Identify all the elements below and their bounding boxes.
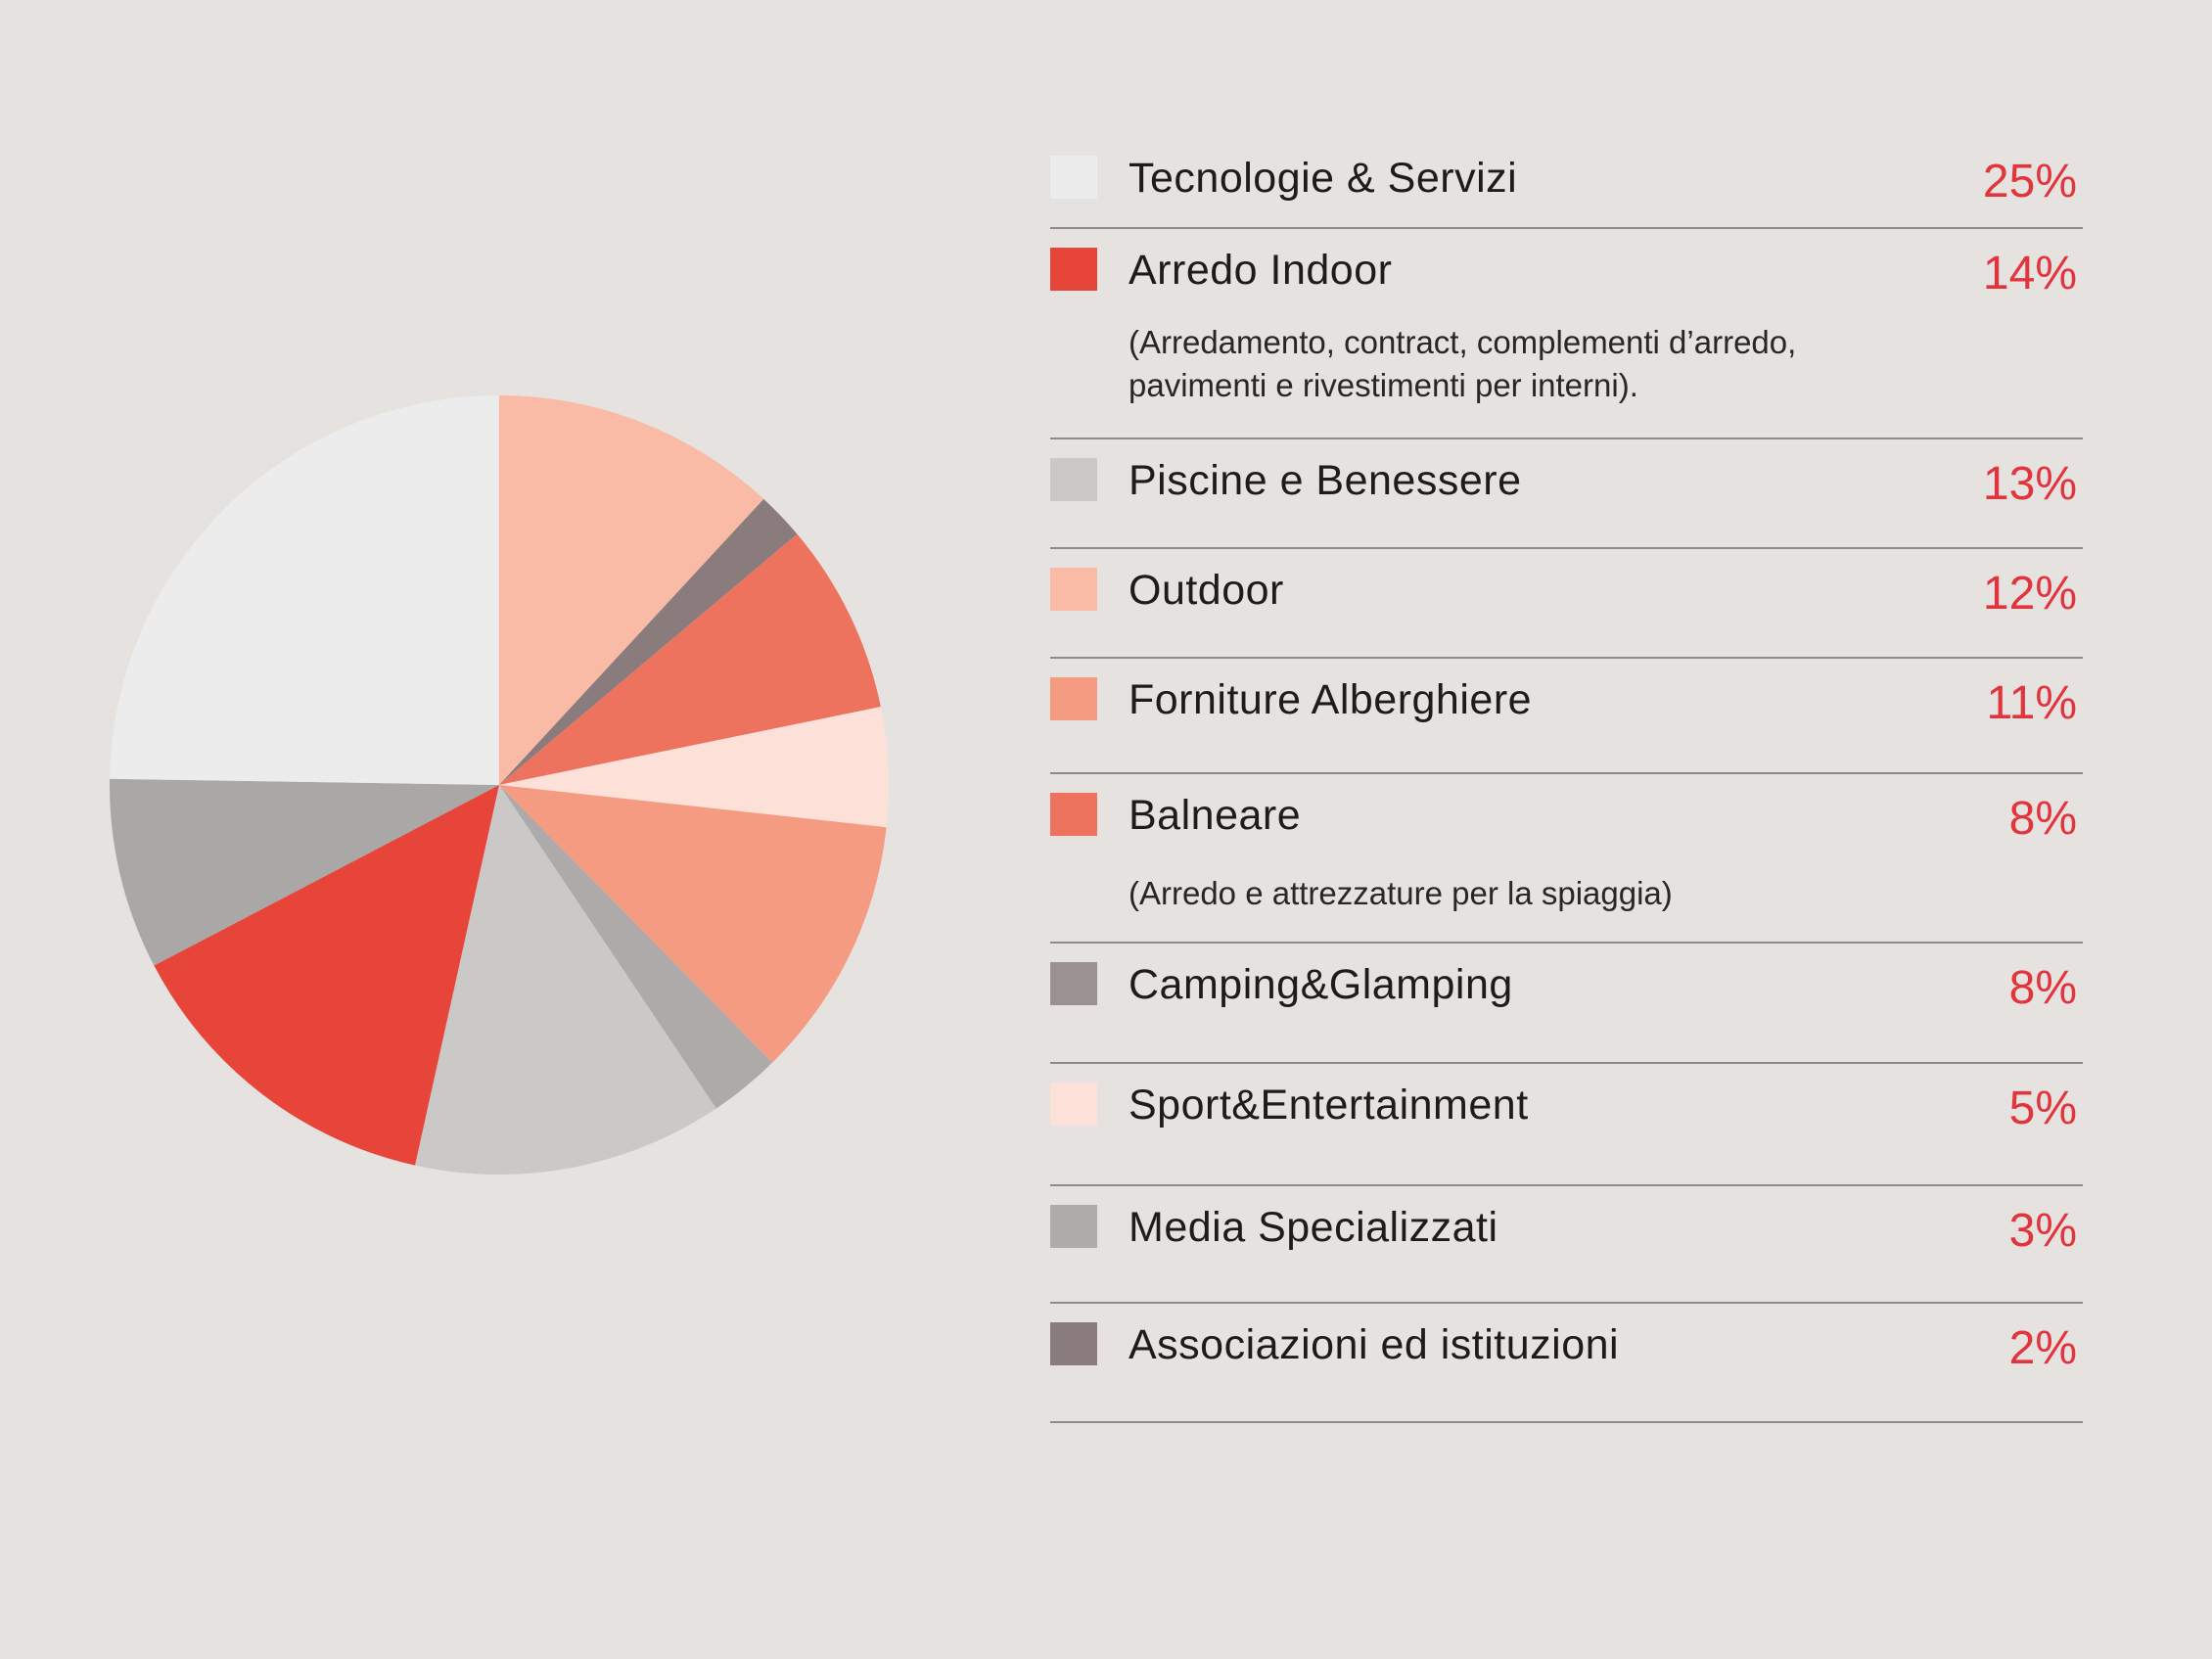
- legend: Tecnologie & Servizi 25% Arredo Indoor 14% (…: [1050, 137, 2083, 1423]
- pie-slice-media-specializzati: [499, 785, 773, 1109]
- legend-percent: 11%: [1986, 677, 2077, 729]
- pie-slice-associazioni-ed-istituzioni: [499, 498, 798, 785]
- pie-slice-camping-glamping: [110, 778, 499, 966]
- legend-note: (Arredamento, contract, complementi d’ar…: [1129, 324, 1797, 403]
- legend-percent: 3%: [2008, 1205, 2077, 1257]
- legend-label: Arredo Indoor: [1129, 247, 1393, 294]
- legend-swatch: [1050, 248, 1097, 291]
- legend-percent: 8%: [2008, 793, 2077, 845]
- pie-slice-outdoor: [499, 395, 764, 785]
- pie-slice-arredo-indoor: [154, 785, 499, 1166]
- legend-percent: 13%: [1982, 458, 2077, 510]
- pie-chart-svg: [110, 395, 889, 1175]
- legend-row-balneare: Balneare 8% (Arredo e attrezzature per la …: [1050, 774, 2083, 944]
- legend-row-associazioni-ed-istituzioni: Associazioni ed istituzioni 2%: [1050, 1304, 2083, 1423]
- pie-chart: [0, 0, 979, 1659]
- legend-percent: 5%: [2008, 1083, 2077, 1134]
- legend-swatch: [1050, 1322, 1097, 1365]
- legend-row-tecnologie-servizi: Tecnologie & Servizi 25%: [1050, 137, 2083, 229]
- legend-note: (Arredo e attrezzature per la spiaggia): [1129, 875, 1673, 911]
- pie-slice-piscine-e-benessere: [415, 785, 716, 1175]
- legend-swatch: [1050, 962, 1097, 1005]
- legend-percent: 8%: [2008, 962, 2077, 1014]
- legend-swatch: [1050, 793, 1097, 836]
- pie-slice-balneare: [499, 533, 881, 785]
- pie-slice-forniture-alberghiere: [499, 785, 887, 1063]
- legend-label: Tecnologie & Servizi: [1129, 155, 1518, 202]
- legend-swatch: [1050, 1205, 1097, 1248]
- legend-label: Piscine e Benessere: [1129, 457, 1522, 504]
- legend-label: Balneare: [1129, 792, 1302, 839]
- legend-label: Associazioni ed istituzioni: [1129, 1321, 1620, 1368]
- legend-swatch: [1050, 156, 1097, 199]
- legend-label: Sport&Entertainment: [1129, 1082, 1529, 1129]
- legend-row-piscine-e-benessere: Piscine e Benessere 13%: [1050, 439, 2083, 549]
- legend-percent: 2%: [2008, 1322, 2077, 1374]
- legend-row-media-specializzati: Media Specializzati 3%: [1050, 1186, 2083, 1304]
- legend-row-arredo-indoor: Arredo Indoor 14% (Arredamento, contract, …: [1050, 229, 2083, 439]
- legend-swatch: [1050, 1083, 1097, 1126]
- legend-label: Media Specializzati: [1129, 1204, 1498, 1251]
- legend-percent: 12%: [1982, 568, 2077, 620]
- legend-swatch: [1050, 458, 1097, 501]
- legend-row-camping-glamping: Camping&Glamping 8%: [1050, 944, 2083, 1064]
- legend-row-forniture-alberghiere: Forniture Alberghiere 11%: [1050, 659, 2083, 774]
- legend-label: Outdoor: [1129, 567, 1284, 614]
- legend-swatch: [1050, 568, 1097, 611]
- legend-row-outdoor: Outdoor 12%: [1050, 549, 2083, 659]
- legend-swatch: [1050, 677, 1097, 720]
- pie-slice-sport-entertainment: [499, 707, 889, 828]
- legend-row-sport-entertainment: Sport&Entertainment 5%: [1050, 1064, 2083, 1186]
- legend-percent: 14%: [1982, 248, 2077, 300]
- pie-slice-tecnologie-servizi: [110, 395, 500, 785]
- legend-percent: 25%: [1982, 156, 2077, 207]
- legend-label: Forniture Alberghiere: [1129, 676, 1533, 723]
- legend-label: Camping&Glamping: [1129, 961, 1513, 1008]
